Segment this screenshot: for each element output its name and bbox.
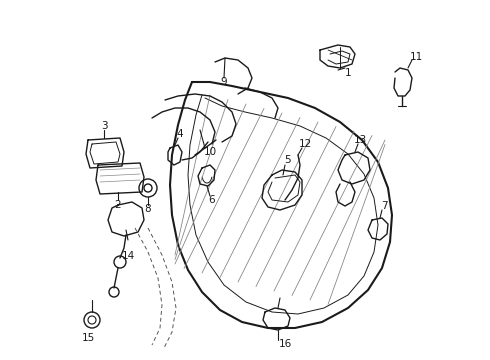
Text: 7: 7 — [381, 201, 387, 211]
Text: 2: 2 — [115, 200, 122, 210]
Text: 3: 3 — [100, 121, 107, 131]
Text: 8: 8 — [145, 204, 151, 214]
Text: 6: 6 — [209, 195, 215, 205]
Text: 11: 11 — [409, 52, 423, 62]
Text: 5: 5 — [284, 155, 290, 165]
Text: 15: 15 — [81, 333, 95, 343]
Text: 13: 13 — [353, 135, 367, 145]
Text: 16: 16 — [278, 339, 292, 349]
Text: 1: 1 — [344, 68, 351, 78]
Text: 9: 9 — [220, 77, 227, 87]
Text: 12: 12 — [298, 139, 312, 149]
Text: 14: 14 — [122, 251, 135, 261]
Text: 4: 4 — [177, 129, 183, 139]
Text: 10: 10 — [203, 147, 217, 157]
